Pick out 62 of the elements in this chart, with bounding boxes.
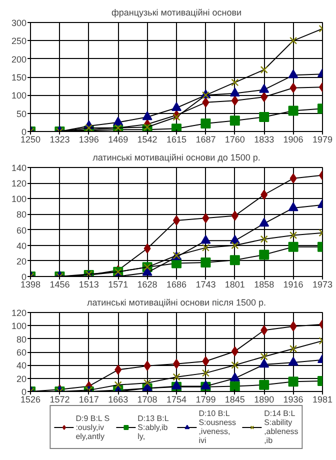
x-tick-label: 1845 — [224, 394, 245, 404]
y-tick-label: 0 — [21, 127, 27, 137]
x-tick-label: 1979 — [312, 134, 333, 144]
x-tick-label: 1973 — [312, 280, 333, 290]
y-tick-label: 60 — [16, 225, 27, 236]
y-tick-label: 120 — [11, 308, 27, 318]
chart-title: французькі мотиваційні основи — [111, 8, 242, 18]
y-tick-label: 250 — [11, 36, 27, 46]
x-tick-label: 1936 — [283, 394, 304, 404]
x-tick-label: 1323 — [50, 134, 70, 144]
legend-label: D:10 B:L S:ousness,iveness,ivi — [198, 409, 236, 445]
x-tick-label: 1542 — [137, 134, 158, 144]
y-tick-label: 0 — [21, 387, 27, 397]
y-tick-label: 300 — [11, 18, 27, 28]
x-tick-label: 1469 — [108, 134, 128, 144]
y-tick-label: 140 — [11, 163, 27, 173]
x-tick-label: 1513 — [78, 280, 99, 290]
legend-label: D:13 B:L S:ably,ibly, — [138, 414, 170, 440]
x-tick-label: 1833 — [254, 134, 274, 144]
x-tick-label: 1526 — [20, 394, 41, 404]
y-tick-label: 20 — [16, 256, 27, 266]
y-tick-label: 80 — [16, 334, 27, 344]
x-tick-label: 1572 — [50, 394, 70, 404]
x-tick-label: 1858 — [254, 280, 274, 290]
x-tick-label: 1754 — [166, 394, 187, 404]
x-tick-label: 1571 — [108, 280, 128, 290]
chart-title: латинські мотиваційні основи до 1500 р. — [92, 152, 260, 162]
x-tick-label: 1981 — [312, 394, 333, 404]
x-tick-label: 1615 — [166, 134, 187, 144]
x-tick-label: 1396 — [78, 134, 99, 144]
x-tick-label: 1890 — [254, 394, 274, 404]
x-tick-label: 1687 — [196, 134, 216, 144]
y-tick-label: 120 — [11, 178, 27, 189]
x-tick-label: 1250 — [20, 134, 41, 144]
y-tick-label: 100 — [11, 194, 27, 204]
chart-title: латинські мотиваційні основи після 1500 р. — [86, 298, 266, 308]
x-tick-label: 1628 — [137, 280, 158, 290]
x-tick-label: 1617 — [78, 394, 99, 404]
legend-label: D:14 B:L S:ability,ableness,ib — [264, 409, 298, 445]
x-tick-label: 1906 — [283, 134, 304, 144]
y-tick-label: 40 — [16, 360, 27, 371]
legend-label: D:9 B:L S:ously,ively,antly — [76, 414, 110, 440]
y-tick-label: 100 — [11, 90, 27, 101]
x-tick-label: 1686 — [166, 280, 187, 290]
x-tick-label: 1743 — [196, 280, 216, 290]
x-tick-label: 1760 — [224, 134, 245, 144]
y-tick-label: 80 — [16, 210, 27, 220]
x-tick-label: 1799 — [196, 394, 216, 404]
y-tick-label: 0 — [21, 272, 27, 282]
y-tick-label: 200 — [11, 54, 27, 64]
x-tick-label: 1663 — [108, 394, 128, 404]
x-tick-label: 1916 — [283, 280, 304, 290]
y-tick-label: 50 — [16, 108, 27, 119]
x-tick-label: 1801 — [224, 280, 245, 290]
x-tick-label: 1398 — [20, 280, 41, 290]
y-tick-label: 100 — [11, 321, 27, 332]
y-tick-label: 150 — [11, 72, 27, 82]
x-tick-label: 1456 — [50, 280, 70, 290]
y-tick-label: 20 — [16, 374, 27, 384]
y-tick-label: 60 — [16, 348, 27, 358]
x-tick-label: 1708 — [137, 394, 158, 404]
y-tick-label: 40 — [16, 240, 27, 251]
